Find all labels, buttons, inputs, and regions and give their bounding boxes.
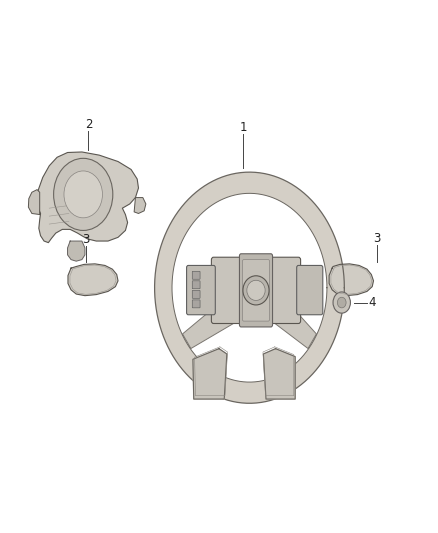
Polygon shape (28, 190, 40, 215)
FancyBboxPatch shape (192, 300, 200, 308)
Polygon shape (68, 264, 118, 296)
FancyBboxPatch shape (212, 257, 300, 324)
FancyBboxPatch shape (187, 265, 215, 315)
FancyBboxPatch shape (192, 290, 200, 298)
Polygon shape (263, 349, 295, 399)
Polygon shape (134, 198, 146, 214)
Ellipse shape (243, 276, 269, 305)
Ellipse shape (247, 280, 265, 301)
Polygon shape (67, 241, 85, 261)
Polygon shape (183, 290, 249, 349)
FancyBboxPatch shape (192, 271, 200, 279)
Text: 4: 4 (368, 296, 376, 309)
Text: 3: 3 (83, 233, 90, 246)
Text: 1: 1 (239, 121, 247, 134)
Text: 3: 3 (373, 232, 380, 245)
FancyBboxPatch shape (297, 265, 323, 315)
Circle shape (53, 158, 113, 230)
PathPatch shape (155, 172, 344, 403)
Polygon shape (37, 152, 138, 243)
FancyBboxPatch shape (243, 260, 269, 321)
Text: 2: 2 (85, 118, 92, 132)
Polygon shape (329, 264, 374, 296)
Polygon shape (262, 290, 316, 349)
Circle shape (333, 292, 350, 313)
Circle shape (337, 297, 346, 308)
FancyBboxPatch shape (192, 281, 200, 289)
Circle shape (64, 171, 102, 218)
FancyBboxPatch shape (240, 254, 272, 327)
Polygon shape (193, 349, 227, 399)
